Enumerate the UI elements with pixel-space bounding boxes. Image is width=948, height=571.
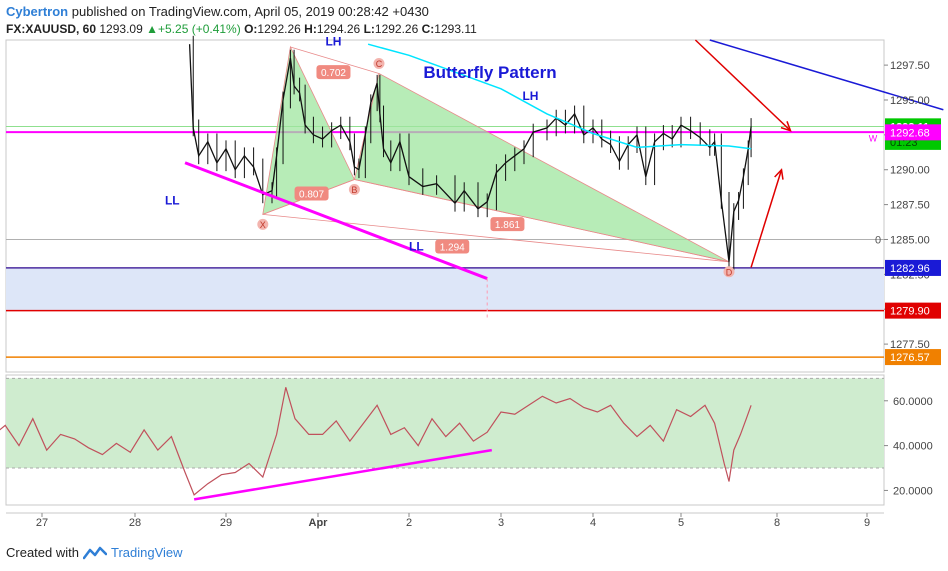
created-with-text: Created with	[6, 545, 79, 560]
time-tick-label: 3	[498, 517, 504, 529]
close-label: C:	[421, 22, 435, 36]
line-marker: W	[869, 134, 878, 144]
pattern-title: Butterfly Pattern	[423, 63, 556, 82]
ratio-label-bg	[294, 186, 329, 201]
pattern-point-marker	[373, 57, 385, 69]
time-tick-label: Apr	[309, 517, 329, 529]
price-tag-bg	[885, 259, 941, 276]
tradingview-logo-icon	[82, 546, 107, 559]
arrow-head	[780, 121, 792, 132]
low-value: 1292.26	[374, 22, 419, 36]
magenta-trendline	[184, 161, 488, 280]
pattern-leg	[354, 179, 730, 263]
published-text: published on TradingView.com, April 05, …	[71, 4, 429, 19]
ratio-label: 1.861	[495, 220, 520, 231]
price-tick-label: 1297.50	[890, 60, 930, 72]
time-tick-label: 27	[36, 517, 48, 529]
tradingview-brand[interactable]: TradingView	[110, 545, 183, 560]
pattern-point-marker	[257, 218, 269, 230]
swing-label: LH	[325, 35, 341, 49]
price-tag-label: 1279.90	[890, 306, 930, 318]
price-tag-bg	[885, 124, 941, 141]
arrow-head	[774, 168, 784, 180]
ratio-label: 0.807	[299, 189, 324, 200]
time-tick-label: 2	[406, 517, 412, 529]
price-tick-label: 1285.00	[890, 234, 930, 246]
time-tick-label: 28	[129, 517, 141, 529]
price-tick-label: 1277.50	[890, 339, 930, 351]
low-label: L:	[363, 22, 375, 36]
price-tag-bg	[885, 302, 941, 319]
price-tag-label: 1276.57	[890, 352, 930, 364]
rsi-line	[0, 387, 752, 496]
price-tag-label: 1282.96	[890, 263, 930, 275]
pattern-point-label: D	[726, 267, 733, 277]
open-value: 1292.26	[257, 22, 301, 36]
price-tick-label: 1290.00	[890, 165, 930, 177]
price-tick-label: 1287.50	[890, 200, 930, 212]
pattern-point-label: X	[260, 220, 266, 230]
price-tick-label: 1295.00	[890, 95, 930, 107]
swing-label: LL	[165, 194, 180, 208]
price-tag-bg	[885, 349, 941, 366]
blue-trendline	[709, 39, 944, 111]
ratio-label: 1.294	[440, 242, 465, 253]
price-change: +5.25 (+0.41%)	[158, 22, 241, 36]
rsi-trendline	[193, 448, 493, 501]
close-value: 1293.11	[434, 22, 477, 36]
arrow-line	[750, 169, 783, 268]
moving-average-line	[367, 43, 752, 150]
line-marker: 0	[875, 234, 881, 246]
ratio-label-bg	[435, 239, 470, 254]
time-tick-label: 9	[864, 517, 870, 529]
up-triangle-icon: ▲	[146, 22, 158, 36]
high-value: 1294.26	[316, 22, 361, 36]
open-label: O:	[244, 22, 258, 36]
ratio-label-bg	[490, 217, 525, 232]
support-zone	[6, 267, 884, 311]
pattern-point-marker	[723, 266, 735, 278]
swing-label: LL	[409, 240, 424, 254]
rsi-tick-label: 60.0000	[893, 396, 933, 408]
price-series	[188, 44, 752, 262]
ratio-label-bg	[316, 65, 351, 80]
rsi-tick-label: 40.0000	[893, 441, 933, 453]
author-name[interactable]: Cybertron	[6, 4, 69, 19]
pattern-point-label: B	[351, 185, 357, 195]
last-price: 1293.09	[99, 22, 143, 36]
pattern-point-label: C	[376, 59, 383, 69]
time-tick-label: 4	[590, 517, 596, 529]
rsi-band	[6, 378, 884, 469]
symbol-label: FX:XAUUSD, 60	[6, 22, 97, 36]
swing-label: LH	[522, 89, 538, 103]
time-tick-label: 8	[774, 517, 780, 529]
pattern-point-marker	[348, 183, 360, 195]
pattern-leg	[290, 46, 380, 74]
high-label: H:	[304, 22, 317, 36]
symbol-info: FX:XAUUSD, 60 1293.09 ▲+5.25 (+0.41%) O:…	[6, 22, 477, 36]
time-tick-label: 29	[220, 517, 232, 529]
publish-info: Cybertron published on TradingView.com, …	[6, 4, 429, 19]
ratio-label: 0.702	[321, 68, 346, 79]
rsi-tick-label: 20.0000	[893, 485, 933, 497]
time-tick-label: 5	[678, 517, 684, 529]
arrow-line	[694, 39, 792, 132]
price-tag-label: 1292.68	[890, 127, 930, 139]
footer: Created with TradingView	[6, 545, 183, 560]
price-pane	[5, 39, 885, 373]
